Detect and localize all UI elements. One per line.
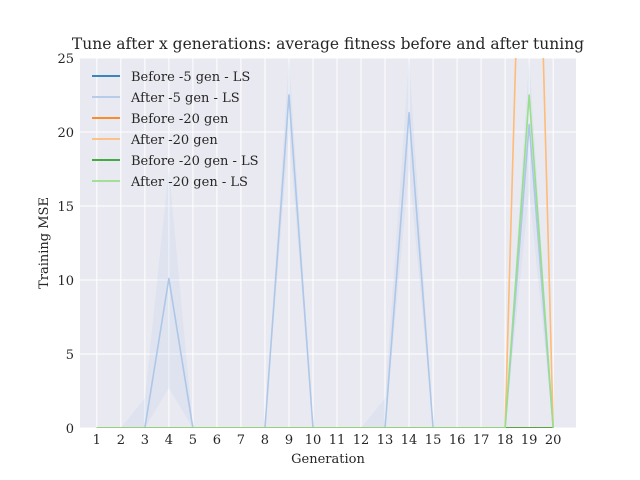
x-tick-label: 4 <box>165 433 173 448</box>
y-tick-label: 10 <box>57 274 74 289</box>
x-tick-label: 6 <box>213 433 221 448</box>
y-tick-label: 5 <box>66 348 74 363</box>
x-tick-label: 11 <box>329 433 346 448</box>
x-tick-label: 15 <box>425 433 442 448</box>
legend-label: After -20 gen - LS <box>130 175 248 190</box>
y-tick-label: 15 <box>57 200 74 215</box>
y-axis-label: Training MSE <box>37 197 52 289</box>
x-tick-label: 9 <box>285 433 293 448</box>
grid <box>80 57 576 429</box>
x-tick-label: 17 <box>473 433 490 448</box>
x-axis-label: Generation <box>291 452 365 467</box>
x-tick-label: 13 <box>377 433 394 448</box>
x-tick-label: 7 <box>237 433 245 448</box>
series-line-segment <box>542 58 554 428</box>
x-tick-label: 14 <box>401 433 418 448</box>
legend-label: Before -20 gen - LS <box>131 154 259 169</box>
x-tick-label: 8 <box>261 433 269 448</box>
x-tick-label: 10 <box>305 433 322 448</box>
tick-labels: 1 2 3 4 5 6 7 8 9 10 11 12 13 14 15 16 17 18 19 20051015202… <box>57 52 561 448</box>
x-tick-label: 20 <box>545 433 562 448</box>
x-tick-label: 16 <box>449 433 466 448</box>
plot-area <box>80 58 576 428</box>
legend-label: Before -20 gen <box>131 112 229 127</box>
legend-label: Before -5 gen - LS <box>131 70 250 85</box>
legend: Before -5 gen - LS After -5 gen - LS Befor… <box>92 70 259 190</box>
chart-title: Tune after x generations: average fitnes… <box>72 35 584 53</box>
legend-label: After -5 gen - LS <box>130 91 240 106</box>
series-line-segment <box>504 58 517 428</box>
x-tick-label: 1 <box>93 433 101 448</box>
series-line <box>96 94 554 428</box>
y-tick-label: 25 <box>57 52 74 67</box>
y-tick-label: 20 <box>57 126 74 141</box>
x-tick-label: 18 <box>497 433 514 448</box>
x-tick-label: 19 <box>521 433 538 448</box>
series-lines <box>96 58 554 428</box>
legend-label: After -20 gen <box>130 133 218 148</box>
x-tick-label: 2 <box>117 433 125 448</box>
x-tick-label: 12 <box>353 433 370 448</box>
x-tick-label: 3 <box>141 433 149 448</box>
y-tick-label: 0 <box>66 422 74 437</box>
x-tick-label: 5 <box>189 433 197 448</box>
